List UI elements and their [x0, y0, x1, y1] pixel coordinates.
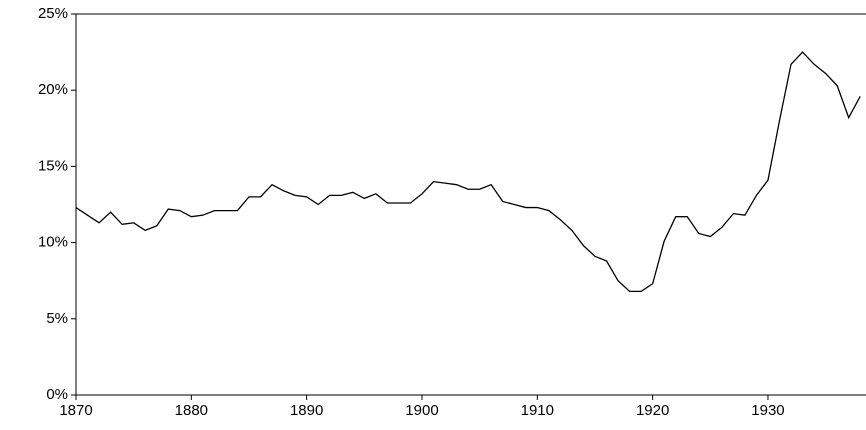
y-tick-label: 20%	[38, 81, 68, 98]
y-tick-label: 0%	[46, 386, 68, 403]
x-tick-label: 1930	[751, 402, 784, 419]
x-tick-label: 1890	[290, 402, 323, 419]
x-tick-label: 1920	[636, 402, 669, 419]
x-tick-label: 1880	[175, 402, 208, 419]
x-tick-label: 1870	[59, 402, 92, 419]
data-line	[76, 51, 861, 293]
y-tick-label: 5%	[46, 310, 68, 327]
x-tick-label: 1900	[405, 402, 438, 419]
y-tick-label: 15%	[38, 157, 68, 174]
x-tick-label: 1910	[521, 402, 554, 419]
y-tick-label: 25%	[38, 5, 68, 22]
y-tick-label: 10%	[38, 234, 68, 251]
